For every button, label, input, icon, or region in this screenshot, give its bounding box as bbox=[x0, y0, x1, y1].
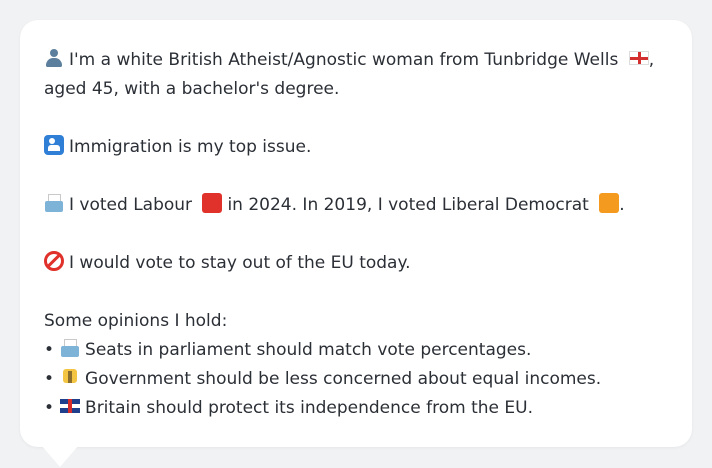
vote-text-1: I voted Labour bbox=[69, 195, 193, 215]
profile-line-2: aged 45, with a bachelor's degree. bbox=[44, 79, 340, 99]
ballot-box-icon bbox=[60, 338, 80, 358]
bullet: • bbox=[44, 398, 55, 418]
bullet: • bbox=[44, 369, 55, 389]
opinion-item: • Government should be less concerned abo… bbox=[44, 365, 668, 394]
scales-icon bbox=[60, 367, 80, 387]
profile-card: I'm a white British Atheist/Agnostic wom… bbox=[20, 20, 692, 447]
no-entry-icon bbox=[44, 251, 64, 271]
ballot-box-icon bbox=[44, 193, 64, 213]
bullet: • bbox=[44, 340, 55, 360]
profile-description: I'm a white British Atheist/Agnostic wom… bbox=[69, 50, 619, 70]
vote-history-line: I voted Labour in 2024. In 2019, I voted… bbox=[44, 191, 668, 220]
opinion-item: • Britain should protect its independence… bbox=[44, 394, 668, 423]
orange-square-icon bbox=[599, 193, 620, 213]
spacer bbox=[44, 220, 668, 249]
profile-line-1: I'm a white British Atheist/Agnostic wom… bbox=[44, 46, 668, 75]
vote-text-3: . bbox=[619, 195, 625, 215]
opinion-item: • Seats in parliament should match vote p… bbox=[44, 336, 668, 365]
red-square-icon bbox=[202, 193, 223, 213]
eu-stance-line: I would vote to stay out of the EU today… bbox=[44, 249, 668, 278]
top-issue-text: Immigration is my top issue. bbox=[69, 137, 312, 157]
immigration-icon bbox=[44, 135, 64, 155]
top-issue-line: Immigration is my top issue. bbox=[44, 133, 668, 162]
spacer bbox=[44, 162, 668, 191]
uk-flag-icon bbox=[60, 399, 81, 413]
england-flag-icon bbox=[628, 51, 649, 65]
speech-bubble-tail bbox=[42, 446, 78, 467]
opinion-text: Seats in parliament should match vote pe… bbox=[85, 340, 532, 360]
opinions-heading: Some opinions I hold: bbox=[44, 311, 228, 331]
opinion-text: Britain should protect its independence … bbox=[85, 398, 533, 418]
spacer bbox=[44, 104, 668, 133]
spacer bbox=[44, 278, 668, 307]
eu-stance-text: I would vote to stay out of the EU today… bbox=[69, 253, 411, 273]
opinion-text: Government should be less concerned abou… bbox=[85, 369, 602, 389]
profile-comma: , bbox=[648, 50, 655, 70]
person-icon bbox=[44, 48, 64, 68]
vote-text-2: in 2024. In 2019, I voted Liberal Democr… bbox=[227, 195, 589, 215]
